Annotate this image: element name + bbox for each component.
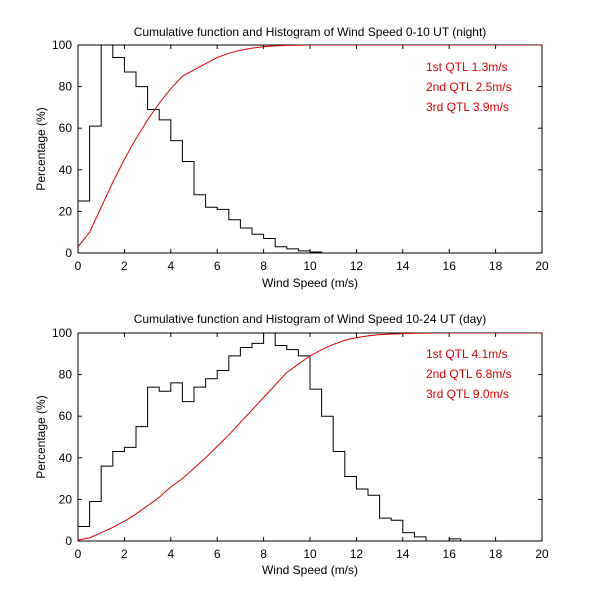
x-tick-label: 18 bbox=[489, 259, 503, 273]
cumulative-curve-series bbox=[78, 333, 542, 541]
x-tick-label: 6 bbox=[214, 547, 221, 561]
y-tick-label: 40 bbox=[59, 451, 73, 465]
y-tick-label: 40 bbox=[59, 163, 73, 177]
x-tick-label: 14 bbox=[396, 259, 410, 273]
y-tick-label: 20 bbox=[59, 204, 73, 218]
annotation-2nd-quartile: 2nd QTL 6.8m/s bbox=[426, 367, 512, 381]
y-tick-label: 60 bbox=[59, 121, 73, 135]
y-tick-label: 100 bbox=[52, 326, 72, 340]
x-axis-label: Wind Speed (m/s) bbox=[262, 276, 358, 290]
histogram-series bbox=[78, 45, 334, 253]
annotation-3rd-quartile: 3rd QTL 3.9m/s bbox=[426, 100, 509, 114]
y-tick-label: 80 bbox=[59, 368, 73, 382]
y-tick-label: 100 bbox=[52, 38, 72, 52]
plot-area-frame bbox=[77, 44, 543, 254]
y-tick-label: 80 bbox=[59, 80, 73, 94]
cumulative-curve-series bbox=[78, 45, 542, 248]
chart-panel-night: Cumulative function and Histogram of Win… bbox=[34, 25, 549, 290]
chart-title: Cumulative function and Histogram of Win… bbox=[134, 312, 487, 326]
y-tick-label: 0 bbox=[65, 246, 72, 260]
y-tick-label: 60 bbox=[59, 409, 73, 423]
annotation-2nd-quartile: 2nd QTL 2.5m/s bbox=[426, 80, 512, 94]
y-tick-label: 0 bbox=[65, 534, 72, 548]
y-tick-label: 20 bbox=[59, 492, 73, 506]
x-tick-label: 20 bbox=[535, 259, 549, 273]
y-axis-label: Percentage (%) bbox=[34, 107, 48, 190]
x-tick-label: 18 bbox=[489, 547, 503, 561]
x-tick-label: 8 bbox=[260, 259, 267, 273]
x-tick-label: 8 bbox=[260, 547, 267, 561]
histogram-series bbox=[78, 333, 473, 541]
x-tick-label: 2 bbox=[121, 547, 128, 561]
x-tick-label: 10 bbox=[303, 259, 317, 273]
x-axis-label: Wind Speed (m/s) bbox=[262, 563, 358, 577]
x-tick-label: 12 bbox=[350, 547, 364, 561]
chart-title: Cumulative function and Histogram of Win… bbox=[134, 25, 487, 39]
x-tick-label: 16 bbox=[443, 547, 457, 561]
x-tick-label: 0 bbox=[75, 547, 82, 561]
chart-panel-day: Cumulative function and Histogram of Win… bbox=[34, 312, 549, 577]
x-tick-label: 4 bbox=[167, 259, 174, 273]
x-tick-label: 2 bbox=[121, 259, 128, 273]
x-tick-label: 10 bbox=[303, 547, 317, 561]
x-tick-label: 12 bbox=[350, 259, 364, 273]
x-tick-label: 20 bbox=[535, 547, 549, 561]
annotation-3rd-quartile: 3rd QTL 9.0m/s bbox=[426, 387, 509, 401]
x-tick-label: 4 bbox=[167, 547, 174, 561]
x-tick-label: 6 bbox=[214, 259, 221, 273]
x-tick-label: 16 bbox=[443, 259, 457, 273]
x-tick-label: 14 bbox=[396, 547, 410, 561]
y-axis-label: Percentage (%) bbox=[34, 395, 48, 478]
annotation-1st-quartile: 1st QTL 1.3m/s bbox=[426, 60, 508, 74]
x-tick-label: 0 bbox=[75, 259, 82, 273]
annotation-1st-quartile: 1st QTL 4.1m/s bbox=[426, 347, 508, 361]
